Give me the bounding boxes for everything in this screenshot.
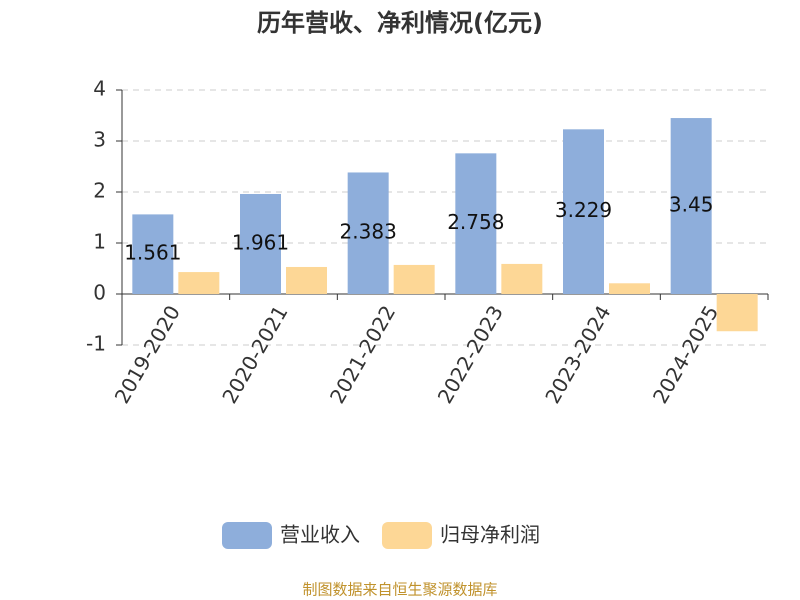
bar <box>670 118 712 294</box>
bar <box>286 266 327 294</box>
y-tick-label: 2 <box>93 179 106 203</box>
x-tick-label: 2020-2021 <box>217 301 292 407</box>
y-tick-label: 1 <box>93 230 106 254</box>
footer: 制图数据来自恒生聚源数据库 <box>302 581 497 599</box>
y-tick-label: 0 <box>93 281 106 305</box>
bar <box>716 294 758 332</box>
legend-swatch <box>222 522 272 549</box>
y-tick-label: 3 <box>93 128 106 152</box>
bar <box>240 193 281 294</box>
legend-label: 营业收入 <box>280 523 360 547</box>
legend-label: 归母净利润 <box>440 523 540 547</box>
chart-title: 历年营收、净利情况(亿元) <box>257 9 543 37</box>
x-tick-label: 2022-2023 <box>433 301 508 407</box>
data-label: 3.229 <box>555 198 612 222</box>
x-tick-label: 2021-2022 <box>325 301 400 407</box>
bar <box>609 283 650 294</box>
bar <box>501 263 543 294</box>
y-tick-label: -1 <box>86 332 106 356</box>
data-label: 1.961 <box>232 230 289 254</box>
bar <box>347 172 389 294</box>
bar <box>178 272 220 294</box>
y-tick-label: 4 <box>93 77 106 101</box>
data-label: 2.758 <box>447 210 504 234</box>
bar <box>393 264 435 294</box>
data-label: 3.45 <box>669 193 714 217</box>
x-tick-label: 2023-2024 <box>540 301 615 407</box>
x-tick-label: 2019-2020 <box>110 301 185 407</box>
x-tick-label: 2024-2025 <box>648 301 723 407</box>
data-label: 1.561 <box>124 241 181 265</box>
bar <box>455 153 497 294</box>
legend-swatch <box>382 522 432 549</box>
data-label: 2.383 <box>340 220 397 244</box>
bar <box>563 129 604 294</box>
bar <box>132 214 174 294</box>
